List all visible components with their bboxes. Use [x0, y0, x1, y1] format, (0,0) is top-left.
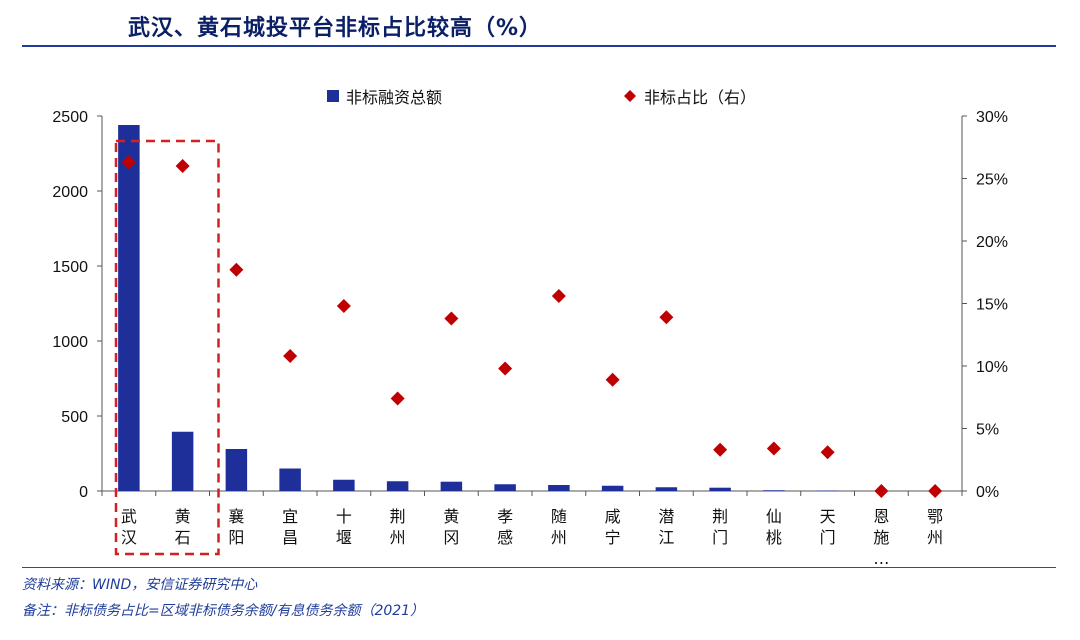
category-label: 孝 [497, 507, 513, 526]
bar-series [118, 125, 839, 491]
right-tick-label: 25% [976, 172, 1008, 189]
scatter-point [121, 155, 136, 170]
bar [709, 487, 731, 491]
chart-title: 武汉、黄石城投平台非标占比较高（%） [128, 16, 543, 41]
category-label: 州 [551, 528, 567, 547]
category-label: 施 [873, 528, 889, 547]
category-label: 咸 [605, 507, 621, 526]
right-tick-label: 10% [976, 359, 1008, 376]
remark-note: 备注：非标债务占比=区域非标债务余额/有息债务余额（2021） [22, 603, 425, 619]
scatter-point [713, 442, 728, 457]
category-label: 冈 [443, 528, 459, 547]
scatter-point [874, 484, 889, 498]
category-label: 感 [497, 528, 513, 547]
highlight-box [114, 139, 220, 556]
bar [118, 125, 140, 491]
category-label: 门 [820, 528, 836, 547]
category-label: 荆 [390, 507, 406, 526]
left-tick-label: 1500 [52, 259, 88, 276]
category-label: 天 [820, 507, 836, 526]
category-label: 宁 [605, 528, 621, 547]
category-label: … [873, 549, 889, 568]
marker-series [121, 155, 943, 498]
legend-bar-label: 非标融资总额 [346, 88, 442, 107]
legend: 非标融资总额 非标占比（右） [327, 88, 756, 107]
scatter-point [283, 349, 298, 363]
category-label: 门 [712, 528, 728, 547]
scatter-point [498, 361, 513, 376]
scatter-point [766, 441, 781, 456]
left-tick-label: 1000 [52, 334, 88, 351]
category-label: 潜 [658, 507, 674, 526]
category-label: 江 [658, 528, 674, 547]
bar [548, 485, 570, 491]
category-label: 堰 [336, 528, 352, 547]
category-label: 昌 [282, 528, 298, 547]
bar [763, 490, 785, 491]
right-tick-label: 0% [976, 484, 999, 501]
left-tick-label: 2000 [52, 184, 88, 201]
scatter-point [229, 262, 244, 277]
bar [279, 468, 301, 491]
scatter-point [659, 310, 674, 325]
chart-axes: 0 500 1000 1500 2000 2500 0% 5% 10% 15% 20% 25% 30% [52, 109, 1008, 501]
scatter-point [551, 289, 566, 303]
category-label: 随 [551, 507, 567, 526]
legend-bar-swatch [327, 90, 339, 102]
bar [440, 481, 463, 491]
category-label: 汉 [121, 528, 137, 547]
category-label: 州 [927, 528, 943, 547]
category-label: 恩 [873, 507, 889, 526]
footer-rule [22, 567, 1056, 568]
category-label: 石 [175, 528, 191, 547]
category-label: 阳 [228, 528, 244, 547]
category-label: 武 [121, 507, 137, 526]
right-tick-label: 15% [976, 297, 1008, 314]
category-label: 襄 [228, 507, 244, 526]
category-label: 仙 [766, 507, 782, 526]
scatter-point [175, 159, 190, 173]
scatter-point [928, 484, 943, 498]
category-label: 宜 [282, 507, 298, 526]
right-tick-label: 5% [976, 422, 999, 439]
legend-marker-swatch [624, 90, 636, 102]
left-tick-label: 0 [79, 484, 88, 501]
source-note: 资料来源：WIND，安信证券研究中心 [22, 577, 258, 593]
bar [655, 487, 678, 491]
left-tick-label: 2500 [52, 109, 88, 126]
scatter-point [820, 445, 835, 460]
bar [601, 485, 624, 491]
scatter-point [390, 391, 405, 406]
scatter-point [444, 311, 459, 326]
scatter-point [336, 299, 351, 313]
bar [386, 481, 409, 491]
bar [494, 484, 516, 491]
category-label: 荆 [712, 507, 728, 526]
category-label: 桃 [766, 528, 782, 547]
right-tick-label: 30% [976, 109, 1008, 126]
bar [225, 449, 248, 491]
left-tick-label: 500 [61, 409, 88, 426]
category-label: 鄂 [927, 507, 943, 526]
highlight-box-group [114, 139, 220, 556]
legend-marker-label: 非标占比（右） [644, 88, 756, 107]
category-label: 黄 [443, 507, 459, 526]
category-label: 州 [390, 528, 406, 547]
title-rule [22, 45, 1056, 47]
bar [171, 431, 194, 491]
scatter-point [605, 372, 620, 387]
category-label: 十 [336, 507, 352, 526]
bar [333, 479, 355, 491]
right-tick-label: 20% [976, 234, 1008, 251]
category-label: 黄 [175, 507, 191, 526]
